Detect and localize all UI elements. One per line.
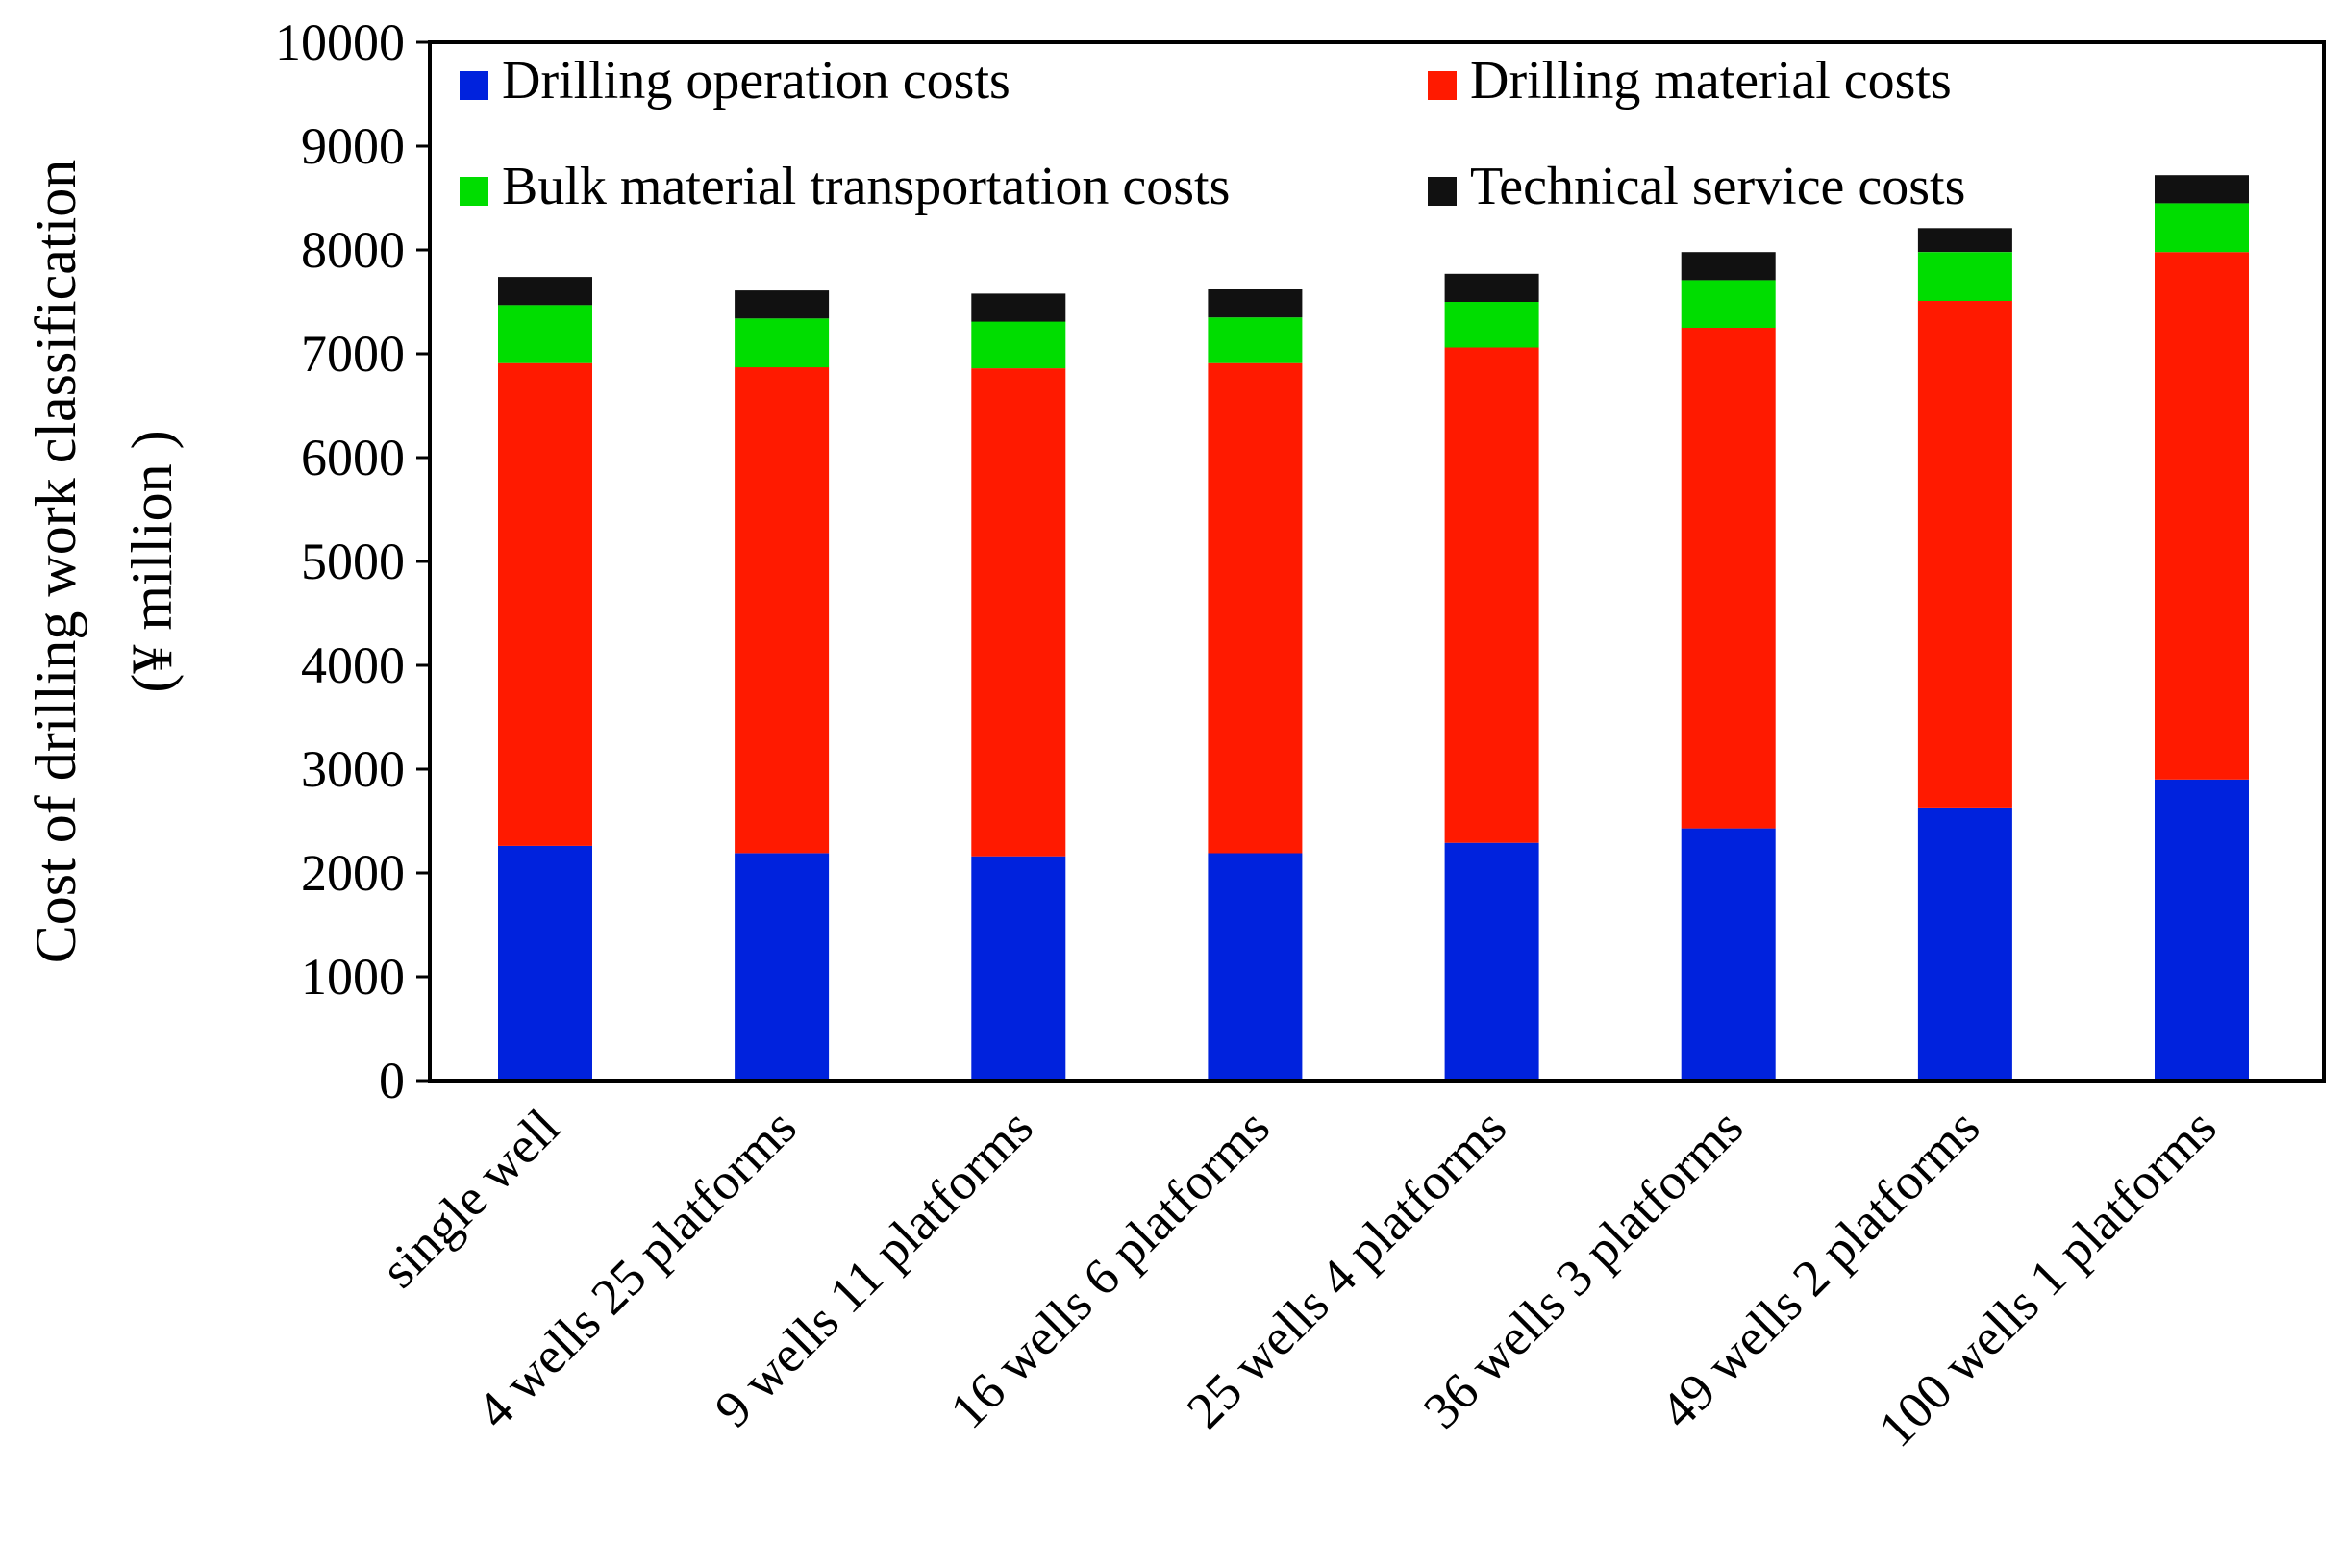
legend-swatch-2: [460, 177, 488, 206]
y-tick-label: 4000: [301, 636, 405, 694]
y-axis-unit-label: (¥ million ): [120, 430, 184, 692]
legend-label-1: Drilling material costs: [1470, 51, 1952, 111]
legend-label-3: Technical service costs: [1470, 157, 1965, 216]
legend-label-2: Bulk material transportation costs: [502, 157, 1230, 216]
y-tick-label: 9000: [301, 117, 405, 175]
bar-segment-6-0: [1917, 808, 2012, 1081]
bar-segment-4-0: [1444, 842, 1539, 1081]
bar-segment-2-3: [971, 293, 1066, 322]
bar-segment-6-2: [1917, 252, 2012, 301]
bar-segment-7-2: [2155, 203, 2249, 253]
bar-segment-7-3: [2155, 175, 2249, 204]
bar-segment-4-2: [1444, 302, 1539, 348]
bar-segment-3-0: [1208, 853, 1303, 1081]
y-axis-ticks: 0 1000 2000 3000 4000 5000 6000 7000 8000 9000 100…: [275, 13, 430, 1109]
bar-segment-1-2: [735, 318, 830, 368]
bar-segment-7-0: [2155, 779, 2249, 1081]
bar-segment-1-1: [735, 367, 830, 854]
y-tick-label: 7000: [301, 325, 405, 383]
bar-segment-0-0: [498, 845, 592, 1081]
legend-label-0: Drilling operation costs: [502, 51, 1010, 111]
bar-segment-5-1: [1681, 328, 1776, 829]
y-tick-label: 10000: [275, 13, 405, 71]
y-axis-label: Cost of drilling work classification: [24, 160, 87, 964]
y-tick-label: 8000: [301, 221, 405, 279]
y-tick-label: 2000: [301, 844, 405, 902]
legend-swatch-1: [1428, 71, 1457, 100]
bar-segment-2-0: [971, 856, 1066, 1081]
y-tick-label: 6000: [301, 429, 405, 486]
bar-segment-3-2: [1208, 317, 1303, 363]
bar-segment-4-3: [1444, 273, 1539, 302]
legend-swatch-0: [460, 71, 488, 100]
y-tick-label: 0: [379, 1052, 405, 1109]
bars-layer: [498, 175, 2249, 1081]
bar-segment-0-1: [498, 362, 592, 846]
legend-swatch-3: [1428, 177, 1457, 206]
bar-segment-5-0: [1681, 828, 1776, 1081]
y-axis-label-group: Cost of drilling work classification (¥ …: [24, 160, 184, 964]
y-tick-label: 1000: [301, 948, 405, 1006]
bar-segment-2-2: [971, 321, 1066, 369]
bar-segment-7-1: [2155, 252, 2249, 780]
bar-segment-0-2: [498, 305, 592, 363]
bar-segment-3-3: [1208, 289, 1303, 318]
bar-segment-5-3: [1681, 252, 1776, 281]
bar-segment-2-1: [971, 368, 1066, 857]
x-category-label: single well: [370, 1098, 571, 1299]
bar-segment-4-1: [1444, 347, 1539, 843]
y-tick-label: 3000: [301, 740, 405, 798]
bar-segment-6-1: [1917, 300, 2012, 808]
bar-segment-1-3: [735, 290, 830, 319]
y-tick-label: 5000: [301, 533, 405, 590]
bar-segment-6-3: [1917, 228, 2012, 253]
bar-segment-1-0: [735, 853, 830, 1081]
bar-segment-3-1: [1208, 362, 1303, 854]
bar-segment-5-2: [1681, 280, 1776, 328]
bar-segment-0-3: [498, 277, 592, 306]
legend: Drilling operation costs Drilling materia…: [460, 51, 1965, 216]
